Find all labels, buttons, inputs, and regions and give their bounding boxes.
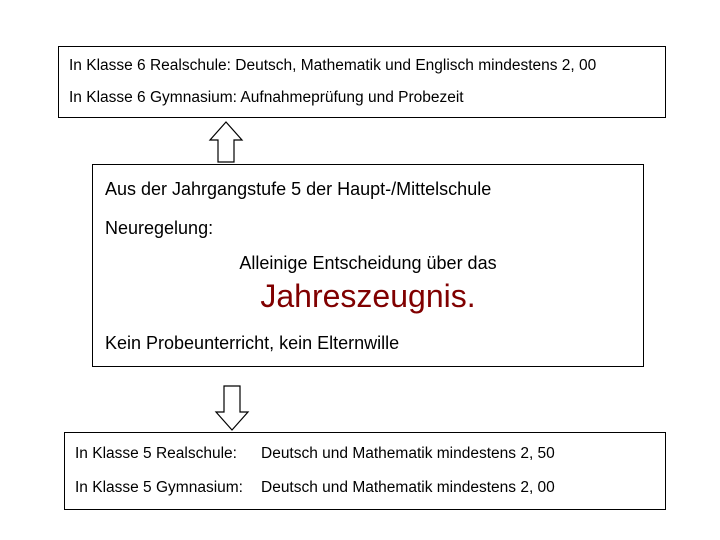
klasse5-gymnasium-label: In Klasse 5 Gymnasium:	[75, 479, 261, 497]
klasse6-gymnasium-text: In Klasse 6 Gymnasium: Aufnahmeprüfung u…	[69, 89, 655, 107]
klasse5-realschule-row: In Klasse 5 Realschule: Deutsch und Math…	[75, 445, 655, 463]
arrow-up-icon	[206, 120, 246, 164]
arrow-down-icon	[212, 384, 252, 432]
klasse5-gymnasium-value: Deutsch und Mathematik mindestens 2, 00	[261, 479, 655, 497]
klasse6-realschule-text: In Klasse 6 Realschule: Deutsch, Mathema…	[69, 57, 655, 75]
klasse5-realschule-label: In Klasse 5 Realschule:	[75, 445, 261, 463]
jahreszeugnis-emphasis: Jahreszeugnis.	[105, 278, 631, 315]
box-klasse-6: In Klasse 6 Realschule: Deutsch, Mathema…	[58, 46, 666, 118]
klasse5-gymnasium-row: In Klasse 5 Gymnasium: Deutsch und Mathe…	[75, 479, 655, 497]
kein-probeunterricht-text: Kein Probeunterricht, kein Elternwille	[105, 333, 631, 354]
jahrgang5-source-text: Aus der Jahrgangstufe 5 der Haupt-/Mitte…	[105, 179, 631, 200]
box-jahrgangstufe-5: Aus der Jahrgangstufe 5 der Haupt-/Mitte…	[92, 164, 644, 367]
klasse5-realschule-value: Deutsch und Mathematik mindestens 2, 50	[261, 445, 655, 463]
neuregelung-label: Neuregelung:	[105, 218, 631, 239]
entscheidung-text: Alleinige Entscheidung über das	[165, 253, 571, 274]
box-klasse-5: In Klasse 5 Realschule: Deutsch und Math…	[64, 432, 666, 510]
